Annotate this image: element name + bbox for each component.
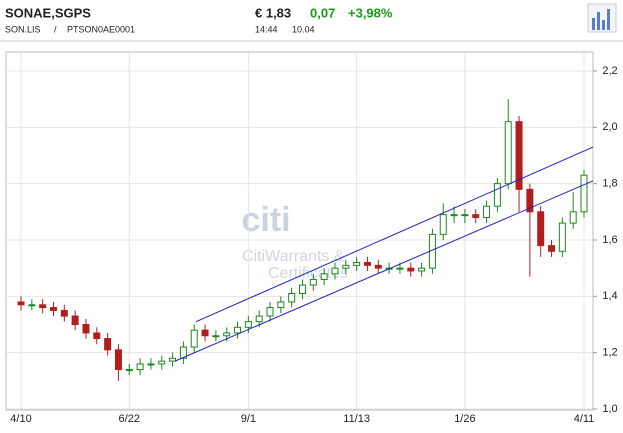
candle-body bbox=[277, 301, 285, 309]
separator: / bbox=[54, 24, 57, 34]
candle-body bbox=[147, 363, 155, 366]
candle-body bbox=[515, 121, 523, 190]
candle-body bbox=[255, 315, 263, 323]
stock-name: SONAE,SGPS bbox=[5, 5, 91, 20]
candle-body bbox=[526, 188, 534, 213]
x-tick-label: 6/22 bbox=[119, 413, 140, 425]
candle-body bbox=[548, 245, 556, 252]
icon-bar bbox=[602, 20, 605, 30]
candle-body bbox=[504, 121, 512, 185]
candle-body bbox=[169, 357, 177, 362]
change: 0,07 bbox=[310, 5, 335, 20]
candle-body bbox=[342, 264, 350, 269]
icon-bar bbox=[607, 9, 610, 30]
candle-body bbox=[450, 214, 458, 217]
candle-body bbox=[407, 267, 415, 272]
candle-body bbox=[201, 329, 209, 337]
candle-body bbox=[439, 214, 447, 235]
candle-body bbox=[299, 284, 306, 295]
candle-body bbox=[472, 214, 480, 218]
candle-body bbox=[93, 332, 101, 340]
x-tick-label: 9/1 bbox=[241, 413, 256, 425]
candle-body bbox=[320, 273, 328, 280]
candle-body bbox=[158, 360, 166, 365]
x-tick-label: 11/13 bbox=[343, 413, 370, 425]
y-tick-label: 2,2 bbox=[602, 65, 617, 77]
candle-body bbox=[537, 211, 545, 247]
candle-body bbox=[234, 326, 242, 334]
icon-bar bbox=[592, 18, 595, 30]
candle-body bbox=[190, 329, 198, 348]
isin: PTSON0AE0001 bbox=[67, 24, 135, 34]
candle-body bbox=[223, 332, 231, 337]
date: 10.04 bbox=[292, 24, 315, 34]
candle-body bbox=[114, 349, 122, 371]
candle-body bbox=[363, 262, 371, 266]
x-tick-label: 4/10 bbox=[10, 413, 31, 425]
candle-body bbox=[136, 363, 144, 371]
time: 14:44 bbox=[255, 24, 278, 34]
candle-body bbox=[396, 267, 404, 270]
y-tick-label: 2,0 bbox=[602, 121, 617, 133]
candle-body bbox=[288, 293, 296, 303]
candle-body bbox=[353, 262, 361, 266]
watermark-text: CitiWarrants & bbox=[242, 248, 345, 265]
channel-line bbox=[195, 146, 594, 323]
y-tick-label: 1,6 bbox=[602, 234, 617, 246]
candle-body bbox=[125, 369, 133, 372]
y-tick-label: 1,0 bbox=[602, 403, 617, 415]
channel-line bbox=[174, 180, 594, 362]
candle-body bbox=[212, 335, 220, 338]
symbol: SON.LIS bbox=[5, 24, 41, 34]
candle-body bbox=[244, 321, 252, 328]
candle-body bbox=[104, 338, 112, 351]
icon-bar bbox=[597, 12, 600, 30]
candle-body bbox=[179, 346, 187, 359]
candle-body bbox=[418, 267, 426, 272]
candle-body bbox=[71, 315, 79, 325]
candle-body bbox=[82, 324, 90, 334]
candle-body bbox=[49, 307, 57, 311]
candle-body bbox=[493, 183, 501, 207]
candle-body bbox=[28, 304, 36, 307]
candle-body bbox=[60, 309, 68, 317]
candle-body bbox=[461, 214, 469, 217]
candle-body bbox=[309, 278, 317, 286]
change-pct: +3,98% bbox=[348, 5, 393, 20]
candle-body bbox=[374, 264, 382, 269]
watermark-text: Certificates bbox=[268, 265, 348, 282]
plot-frame bbox=[5, 51, 594, 411]
candle-body bbox=[266, 307, 274, 317]
x-tick-label: 4/11 bbox=[574, 413, 595, 425]
candle-body bbox=[331, 267, 339, 275]
candle-body bbox=[569, 211, 577, 224]
price: € 1,83 bbox=[255, 5, 291, 20]
candle-body bbox=[580, 174, 588, 213]
candle-body bbox=[17, 301, 25, 306]
watermark-logo: citi bbox=[241, 201, 290, 239]
candle-body bbox=[558, 222, 566, 252]
y-tick-label: 1,8 bbox=[602, 178, 617, 190]
candle-body bbox=[483, 205, 491, 218]
x-tick-label: 1/26 bbox=[454, 413, 475, 425]
y-tick-label: 1,2 bbox=[602, 347, 617, 359]
y-tick-label: 1,4 bbox=[602, 290, 617, 302]
chart-icon[interactable] bbox=[587, 3, 617, 33]
candle-body bbox=[39, 304, 47, 309]
